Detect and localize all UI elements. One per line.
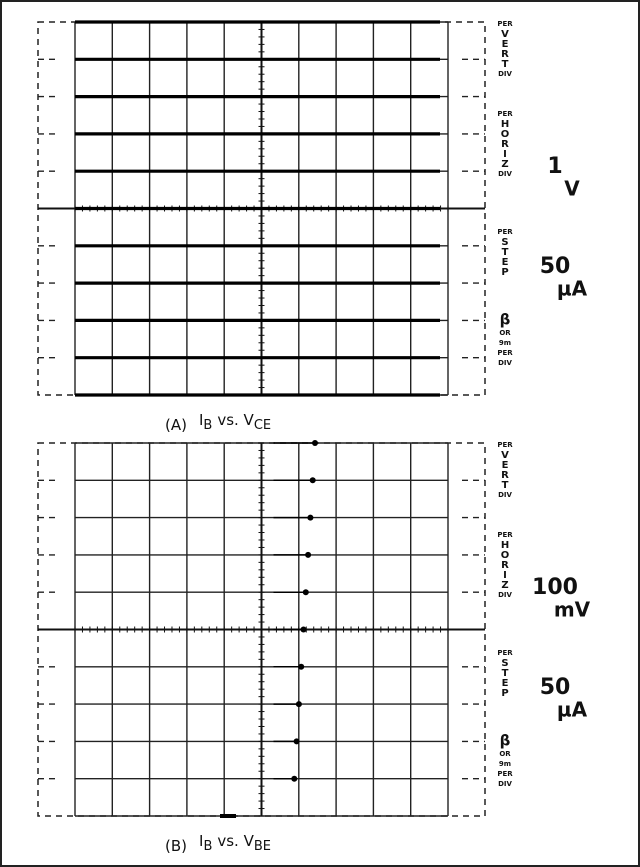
setting-unit: µA (557, 277, 588, 301)
control-label: E (502, 678, 509, 689)
control-label: R (501, 49, 509, 60)
control-label: O (501, 129, 510, 140)
trace-dot (302, 589, 309, 596)
setting-unit: V (564, 177, 580, 201)
trace-dot (293, 738, 300, 745)
control-label: R (501, 139, 509, 150)
control-label: PER (497, 649, 513, 657)
control-label: DIV (498, 491, 512, 499)
control-label: E (502, 39, 509, 50)
control-label: PER (497, 20, 513, 28)
trace-dot (300, 626, 307, 633)
trace-dot (312, 440, 318, 446)
setting-unit: µA (557, 698, 588, 722)
trace-dot (298, 663, 305, 670)
caption-text: I (199, 411, 203, 429)
caption-subscript: CE (254, 418, 271, 433)
control-label: P (501, 267, 508, 278)
control-label: P (501, 688, 508, 699)
caption-text: vs. V (217, 832, 254, 850)
setting-value: 50 (540, 254, 571, 279)
setting-unit: mV (554, 598, 591, 622)
control-label: E (502, 460, 509, 471)
control-label: β (500, 311, 511, 329)
control-label: PER (497, 531, 513, 539)
caption-subscript: BE (254, 839, 271, 854)
setting-value: 1 (547, 154, 562, 179)
caption: (B) IB vs. VBE (165, 832, 271, 855)
control-label: PER (497, 228, 513, 236)
control-label: OR (499, 750, 511, 758)
control-label: β (500, 732, 511, 750)
control-label: O (501, 550, 510, 561)
control-label: Z (501, 580, 508, 591)
control-label: R (501, 470, 509, 481)
trace-dot (295, 701, 302, 708)
control-label: Z (501, 159, 508, 170)
trace-dot (305, 551, 312, 558)
caption-subscript: B (203, 839, 212, 854)
control-label: DIV (498, 591, 512, 599)
caption-text: vs. V (217, 411, 254, 429)
control-label: PER (497, 770, 513, 778)
control-label: 9m (499, 760, 511, 768)
control-label: DIV (498, 70, 512, 78)
control-label: PER (497, 110, 513, 118)
control-label: V (501, 450, 509, 461)
control-label: T (502, 668, 509, 679)
control-label: PER (497, 441, 513, 449)
setting-value: 50 (540, 675, 571, 700)
control-label: S (501, 658, 508, 669)
setting-value: 100 (532, 575, 578, 600)
caption: (A) IB vs. VCE (165, 411, 271, 434)
control-label: DIV (498, 359, 512, 367)
control-label: T (502, 59, 509, 70)
caption-text: (A) (165, 416, 187, 434)
control-label: S (501, 237, 508, 248)
caption-text: (B) (165, 837, 187, 855)
control-label: H (501, 119, 509, 130)
control-label: DIV (498, 780, 512, 788)
control-label: DIV (498, 170, 512, 178)
trace-dot (307, 514, 314, 521)
control-label: OR (499, 329, 511, 337)
control-label: T (502, 247, 509, 258)
control-label: T (502, 480, 509, 491)
control-label: R (501, 560, 509, 571)
caption-subscript: B (203, 418, 212, 433)
control-label: H (501, 540, 509, 551)
trace-dot (291, 775, 298, 782)
control-label: I (503, 149, 507, 160)
control-label: E (502, 257, 509, 268)
control-label: V (501, 29, 509, 40)
control-label: 9m (499, 339, 511, 347)
trace-dot (309, 477, 316, 484)
control-label: PER (497, 349, 513, 357)
control-label: I (503, 570, 507, 581)
caption-text: I (199, 832, 203, 850)
